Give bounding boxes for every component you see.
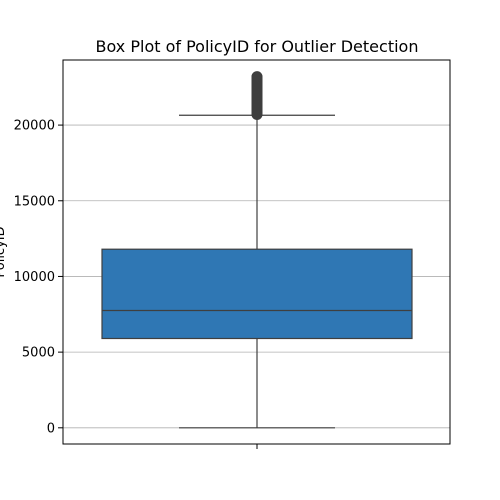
box-iqr	[101, 248, 413, 340]
y-axis-label: PolicyID	[0, 226, 8, 277]
y-tick-label: 10000	[14, 270, 55, 285]
y-tick-label: 15000	[14, 194, 55, 209]
chart-title: Box Plot of PolicyID for Outlier Detecti…	[96, 37, 419, 56]
y-tick-label: 0	[47, 421, 55, 436]
y-tick-label: 5000	[22, 346, 55, 361]
box-element	[101, 71, 413, 429]
outlier-point	[251, 71, 263, 83]
y-axis-ticks: 0 5000 10000 15000 20000	[14, 119, 63, 436]
y-tick-label: 20000	[14, 119, 55, 134]
